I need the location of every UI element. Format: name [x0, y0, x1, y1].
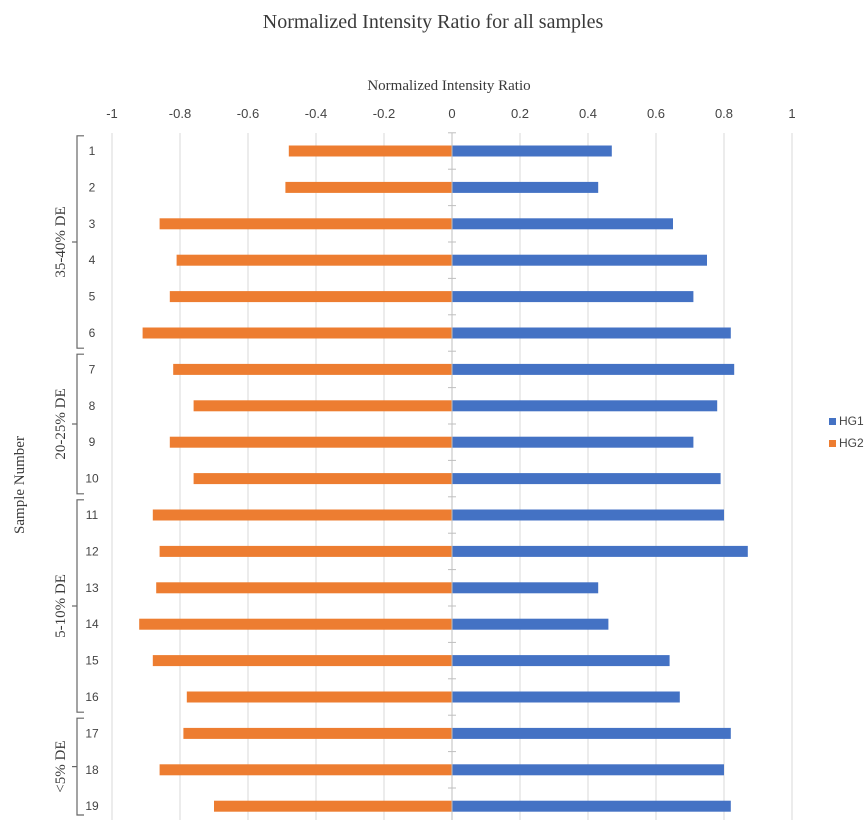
group-label: 5-10% DE: [53, 574, 69, 638]
bar-hg1: [452, 254, 707, 266]
bar-hg2: [186, 691, 453, 703]
legend-label: HG1: [839, 414, 864, 428]
bar-hg1: [452, 618, 609, 630]
bar-hg1: [452, 764, 724, 776]
bar-hg1: [452, 400, 718, 412]
x-tick-label: -0.6: [237, 106, 259, 121]
legend-swatch-hg1: [829, 418, 836, 425]
category-label: 15: [85, 654, 99, 668]
bar-hg1: [452, 655, 670, 667]
bar-hg1: [452, 327, 731, 339]
bar-hg2: [159, 545, 452, 557]
bars: [139, 145, 748, 812]
x-tick-label: 0.2: [511, 106, 529, 121]
group-label: 35-40% DE: [53, 206, 69, 277]
category-label: 3: [89, 217, 96, 231]
group-bracket: [76, 717, 84, 816]
legend: HG1 HG2: [829, 414, 864, 450]
bar-hg2: [288, 145, 452, 157]
bar-hg2: [176, 254, 452, 266]
category-label: 7: [89, 362, 96, 376]
category-label: 14: [85, 617, 99, 631]
bar-hg1: [452, 436, 694, 448]
legend-label: HG2: [839, 436, 864, 450]
bar-hg2: [142, 327, 452, 339]
category-label: 19: [85, 799, 99, 813]
x-tick-label: -0.2: [373, 106, 395, 121]
bar-hg2: [169, 291, 453, 303]
category-label: 2: [89, 180, 96, 194]
chart-title: Normalized Intensity Ratio for all sampl…: [263, 11, 604, 33]
bar-hg2: [152, 655, 453, 667]
bar-hg1: [452, 181, 599, 193]
y-axis-title: Sample Number: [12, 436, 28, 534]
category-label: 9: [89, 435, 96, 449]
group-bracket: [76, 135, 84, 349]
x-tick-labels: -1 -0.8 -0.6 -0.4 -0.2 0 0.2 0.4 0.6 0.8 1: [106, 106, 795, 121]
category-label: 10: [85, 472, 99, 486]
category-label: 13: [85, 581, 99, 595]
bar-hg2: [156, 582, 452, 594]
category-label: 18: [85, 763, 99, 777]
bar-hg2: [159, 218, 452, 230]
bar-hg2: [159, 764, 452, 776]
category-label: 11: [86, 508, 99, 522]
bar-hg2: [139, 618, 452, 630]
group-brackets: 35-40% DE 20-25% DE 5-10% DE <5% DE: [53, 135, 84, 816]
group-label: 20-25% DE: [53, 388, 69, 459]
group-bracket: [76, 499, 84, 713]
bar-hg1: [452, 800, 731, 812]
bar-hg1: [452, 509, 724, 521]
bar-hg2: [169, 436, 453, 448]
bar-hg1: [452, 727, 731, 739]
bar-hg1: [452, 582, 599, 594]
category-label: 12: [85, 544, 99, 558]
bar-hg1: [452, 473, 721, 485]
category-label: 4: [89, 253, 96, 267]
x-tick-label: 1: [788, 106, 795, 121]
x-tick-label: 0.4: [579, 106, 597, 121]
x-axis-title: Normalized Intensity Ratio: [367, 78, 530, 94]
category-label: 16: [85, 690, 99, 704]
group-bracket: [76, 353, 84, 495]
category-label: 8: [89, 399, 96, 413]
bar-hg2: [285, 181, 452, 193]
bar-hg1: [452, 545, 748, 557]
bar-hg1: [452, 145, 612, 157]
bar-hg2: [193, 400, 452, 412]
x-tick-label: -0.4: [305, 106, 327, 121]
x-tick-label: 0.8: [715, 106, 733, 121]
legend-swatch-hg2: [829, 440, 836, 447]
bar-hg2: [193, 473, 452, 485]
bar-hg2: [183, 727, 452, 739]
bar-hg2: [152, 509, 453, 521]
x-tick-label: -0.8: [169, 106, 191, 121]
zero-axis: [448, 132, 456, 820]
bar-hg1: [452, 691, 680, 703]
category-label: 1: [89, 144, 96, 158]
x-tick-label: 0: [448, 106, 455, 121]
bar-hg2: [173, 363, 452, 375]
bar-hg2: [214, 800, 452, 812]
category-label: 17: [85, 726, 99, 740]
x-tick-label: -1: [106, 106, 118, 121]
bar-hg1: [452, 363, 735, 375]
x-tick-label: 0.6: [647, 106, 665, 121]
bar-hg1: [452, 218, 673, 230]
category-label: 5: [89, 290, 96, 304]
bar-hg1: [452, 291, 694, 303]
group-label: <5% DE: [53, 740, 69, 792]
category-label: 6: [89, 326, 96, 340]
